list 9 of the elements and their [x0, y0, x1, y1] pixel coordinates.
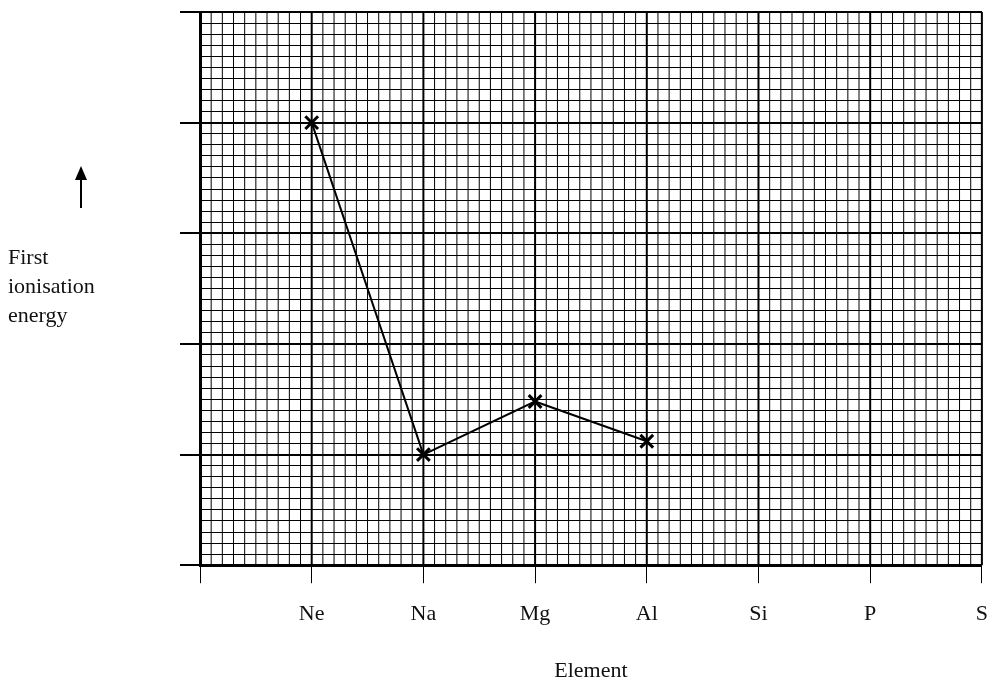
x-axis-title: Element [554, 656, 628, 682]
x-tick-label: Si [749, 600, 768, 626]
y-axis-title: First ionisation energy [8, 243, 96, 329]
x-tick-label: Al [635, 600, 658, 626]
x-tick-label: P [864, 600, 877, 626]
x-tick-label: Ne [298, 600, 325, 626]
x-tick-label: S [975, 600, 989, 626]
x-tick-label: Mg [519, 600, 551, 626]
x-tick-label: Na [410, 600, 437, 626]
